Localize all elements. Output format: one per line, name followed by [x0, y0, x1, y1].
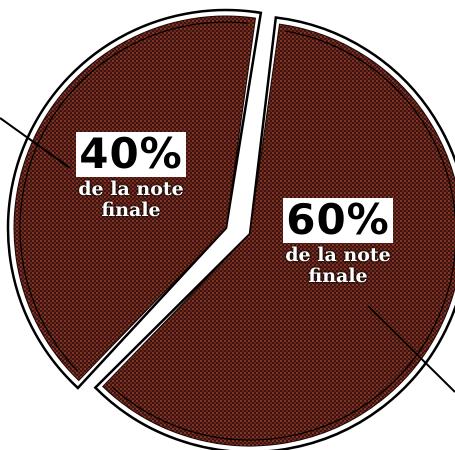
slice-percent-60: 60%	[283, 198, 393, 243]
leader-line-40	[0, 117, 71, 169]
pie-slice-40	[13, 15, 257, 382]
pie-slice-inner-arc-60	[111, 30, 455, 441]
pie-slice-60	[102, 23, 455, 447]
slice-label-60: 60% de la note finale	[282, 198, 394, 288]
slice-percent-40: 40%	[76, 132, 186, 177]
pie-slice-inner-arc-40	[19, 21, 248, 372]
leader-line-60	[367, 305, 455, 393]
slice-label-40: 40% de la note finale	[72, 132, 190, 222]
slice-text-40: de la note finale	[78, 178, 184, 222]
slice-text-60: de la note finale	[285, 244, 391, 288]
